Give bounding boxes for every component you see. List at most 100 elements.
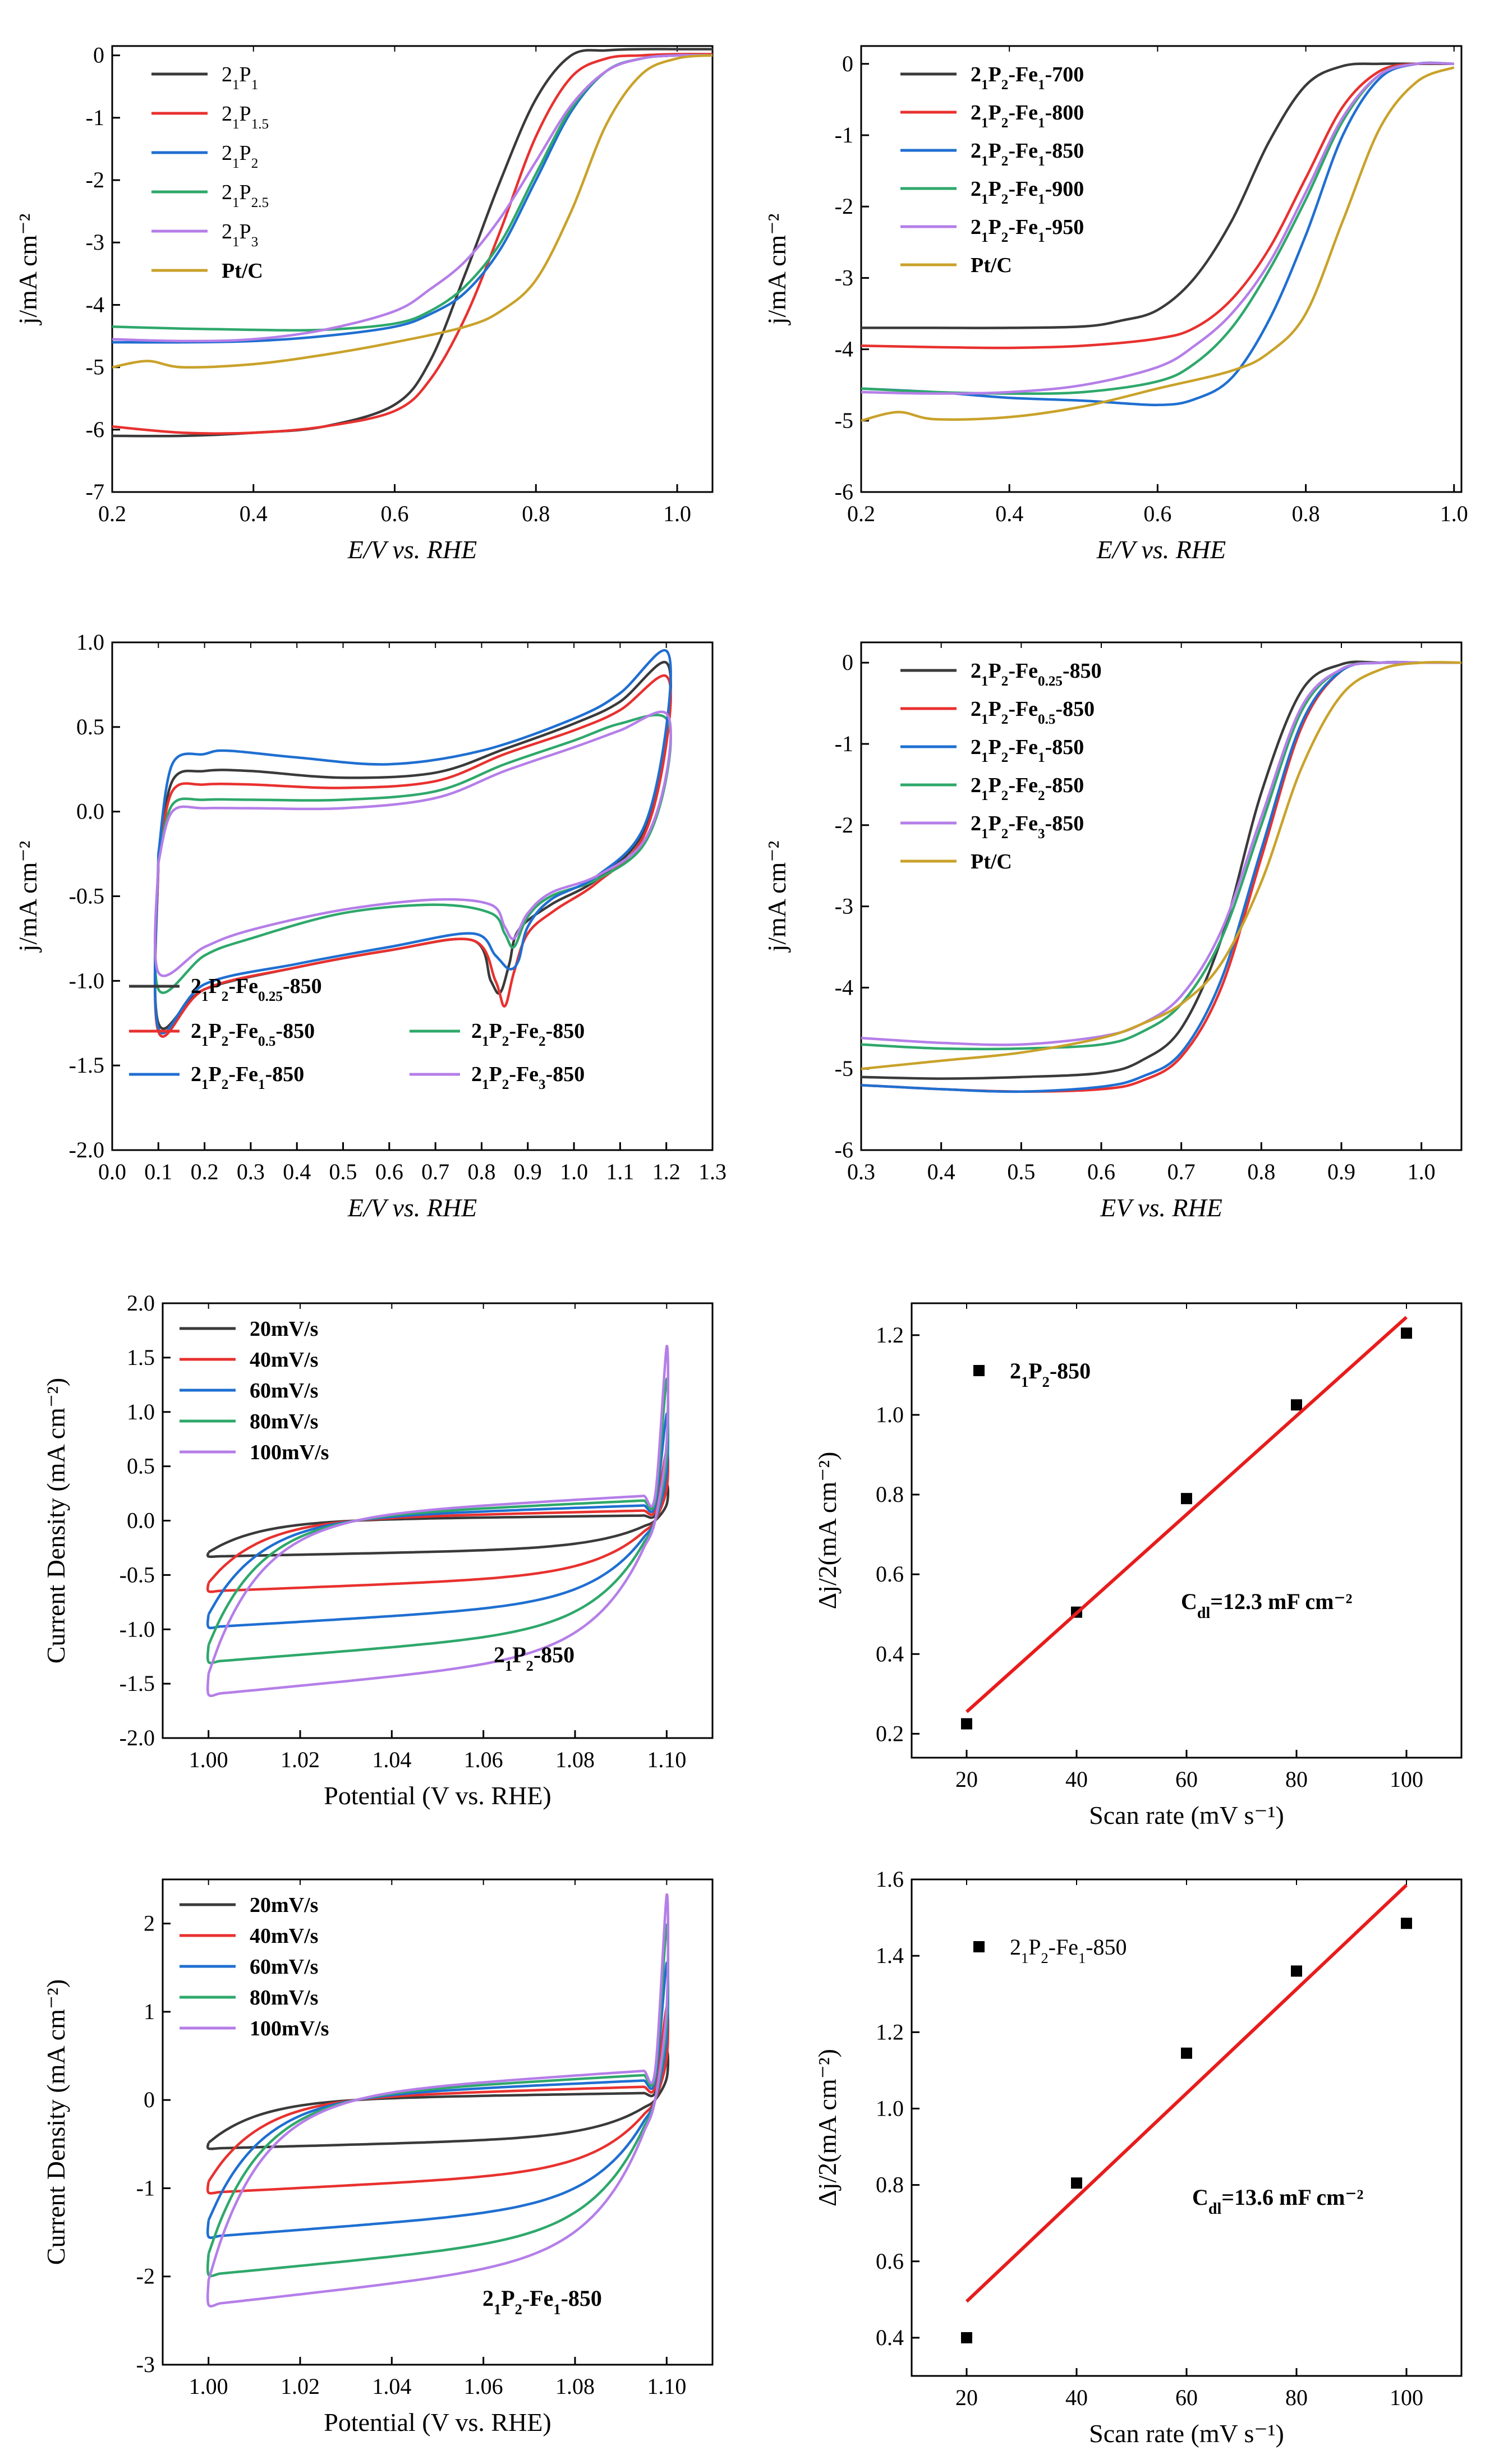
plot-frame xyxy=(911,1302,1463,1759)
panel-a: 0.2 0.4 0.6 0.8 1.0 0 -1 -2 -3 -4 -5 -6 -7 E/V vs. RH… xyxy=(13,43,714,564)
series-line xyxy=(861,660,1461,1093)
x-tick-label: 0.6 xyxy=(381,501,409,526)
x-axis-label: E/V vs. RHE xyxy=(1096,535,1226,564)
y-axis-label: Δj/2(mA cm⁻²) xyxy=(813,2049,842,2206)
data-point xyxy=(961,2332,972,2343)
panel-e: 1.00 1.02 1.04 1.06 1.08 1.10 2.0 1.5 1.0 0.5 0.0 -… xyxy=(42,1290,714,1810)
y-tick-label: -0.5 xyxy=(119,1562,155,1587)
panel-c: 0.0 0.1 0.2 0.3 0.4 0.5 0.6 0.7 0.8 0.9 1.0 1.1 1.2 1… xyxy=(13,629,727,1222)
x-tick-label: 100 xyxy=(1390,1767,1423,1792)
x-tick-label: 0.5 xyxy=(1007,1159,1035,1184)
x-tick-label: 1.08 xyxy=(555,2374,595,2399)
x-tick-label: 0.4 xyxy=(995,501,1023,526)
y-tick-label: -3 xyxy=(835,894,853,919)
y-tick-label: 0.6 xyxy=(876,1561,904,1587)
x-tick-label: 1.04 xyxy=(372,2374,411,2399)
series-line xyxy=(861,62,1454,395)
series-line xyxy=(112,54,712,343)
data-point xyxy=(1291,1399,1302,1411)
legend-label: 21P2-Fe1-950 xyxy=(971,215,1084,245)
x-axis-label: Scan rate (mV s⁻¹) xyxy=(1089,2419,1284,2448)
x-tick-label: 80 xyxy=(1285,2385,1308,2410)
x-tick-label: 80 xyxy=(1285,1767,1308,1792)
x-tick-label: 0.3 xyxy=(847,1159,875,1184)
x-tick-label: 0.4 xyxy=(283,1159,311,1184)
y-tick-label: 0.0 xyxy=(127,1508,155,1533)
series-line xyxy=(206,1345,670,1698)
panel-b: 0.2 0.4 0.6 0.8 1.0 0 -1 -2 -3 -4 -5 -6 E/V vs. RHE j… xyxy=(762,45,1468,564)
data-point xyxy=(1181,2047,1192,2059)
y-axis-label: Δj/2(mA cm⁻²) xyxy=(813,1451,842,1609)
x-tick-label: 0.4 xyxy=(240,501,268,526)
legend-label: 100mV/s xyxy=(250,2017,329,2040)
x-tick-label: 0.8 xyxy=(1292,501,1320,526)
fit-line xyxy=(965,1316,1408,1713)
legend-label: 80mV/s xyxy=(250,1410,318,1433)
series-line xyxy=(112,53,712,435)
y-tick-label: -2 xyxy=(835,194,853,219)
series-line xyxy=(861,660,1461,1093)
y-tick-label: 0.5 xyxy=(76,714,104,739)
plot-area xyxy=(961,1884,1412,2343)
legend-label: 21P2-Fe1-800 xyxy=(971,101,1084,131)
y-tick-label: -1 xyxy=(136,2175,155,2200)
y-tick-label: 2 xyxy=(144,1911,155,1936)
y-axis-label: Current Density (mA cm⁻²) xyxy=(42,1979,70,2265)
x-tick-label: 40 xyxy=(1065,1767,1088,1792)
x-tick-label: 1.1 xyxy=(606,1159,634,1184)
x-tick-label: 1.00 xyxy=(189,1747,228,1772)
x-tick-label: 0.8 xyxy=(1247,1159,1275,1184)
legend-label: 21P2-Fe1-700 xyxy=(971,63,1084,93)
plot-area xyxy=(153,649,672,1038)
y-tick-label: -5 xyxy=(835,1056,853,1081)
legend-label: 21P2-850 xyxy=(1010,1358,1091,1390)
y-tick-label: -1 xyxy=(835,122,853,148)
legend-marker xyxy=(973,1941,985,1952)
series-line xyxy=(112,48,712,438)
x-tick-label: 1.06 xyxy=(464,1747,503,1772)
legend-label: 21P2-Fe3-850 xyxy=(471,1063,585,1092)
legend-label: 21P1 xyxy=(222,63,258,93)
legend-label: 20mV/s xyxy=(250,1893,318,1917)
plot-frame xyxy=(860,641,1463,1151)
legend-label: 100mV/s xyxy=(250,1441,329,1464)
y-tick-label: 0.4 xyxy=(876,1641,904,1666)
y-tick-label: 1.6 xyxy=(876,1867,904,1892)
x-axis-label: Scan rate (mV s⁻¹) xyxy=(1089,1801,1284,1829)
y-tick-label: -6 xyxy=(86,417,104,442)
x-axis-label: E/V vs. RHE xyxy=(347,1193,477,1222)
legend-label: 60mV/s xyxy=(250,1379,318,1403)
series-line xyxy=(206,1449,670,1593)
y-tick-label: 1.0 xyxy=(876,2095,904,2121)
y-tick-label: -5 xyxy=(835,408,853,433)
y-tick-label: 0.5 xyxy=(127,1454,155,1479)
plot-area xyxy=(861,660,1461,1093)
legend-label: 21P2-Fe1-850 xyxy=(971,139,1084,169)
y-tick-label: 1 xyxy=(144,1999,155,2024)
plot-frame xyxy=(911,1878,1463,2377)
x-tick-label: 0.5 xyxy=(329,1159,357,1184)
legend-label: 21P2 xyxy=(222,141,258,171)
x-tick-label: 0.2 xyxy=(191,1159,219,1184)
y-tick-label: -2 xyxy=(86,167,104,192)
sample-annotation: 21P2-850 xyxy=(494,1642,574,1674)
x-tick-label: 1.0 xyxy=(663,501,691,526)
y-tick-label: 0 xyxy=(842,650,853,675)
legend-label: 21P3 xyxy=(222,220,258,250)
series-line xyxy=(861,62,1454,350)
series-line xyxy=(206,1483,670,1559)
x-tick-label: 0.8 xyxy=(522,501,550,526)
x-tick-label: 0.9 xyxy=(514,1159,542,1184)
legend-label: Pt/C xyxy=(971,850,1012,874)
series-line xyxy=(153,710,672,977)
y-tick-label: 1.0 xyxy=(127,1399,155,1424)
x-tick-label: 0.7 xyxy=(1167,1159,1196,1184)
data-point xyxy=(1401,1327,1412,1339)
y-tick-label: 0 xyxy=(93,43,104,68)
x-tick-label: 0.1 xyxy=(144,1159,172,1184)
x-tick-label: 1.0 xyxy=(560,1159,588,1184)
x-tick-label: 1.10 xyxy=(647,1747,686,1772)
x-tick-label: 40 xyxy=(1065,2385,1088,2410)
x-tick-label: 1.02 xyxy=(281,1747,320,1772)
